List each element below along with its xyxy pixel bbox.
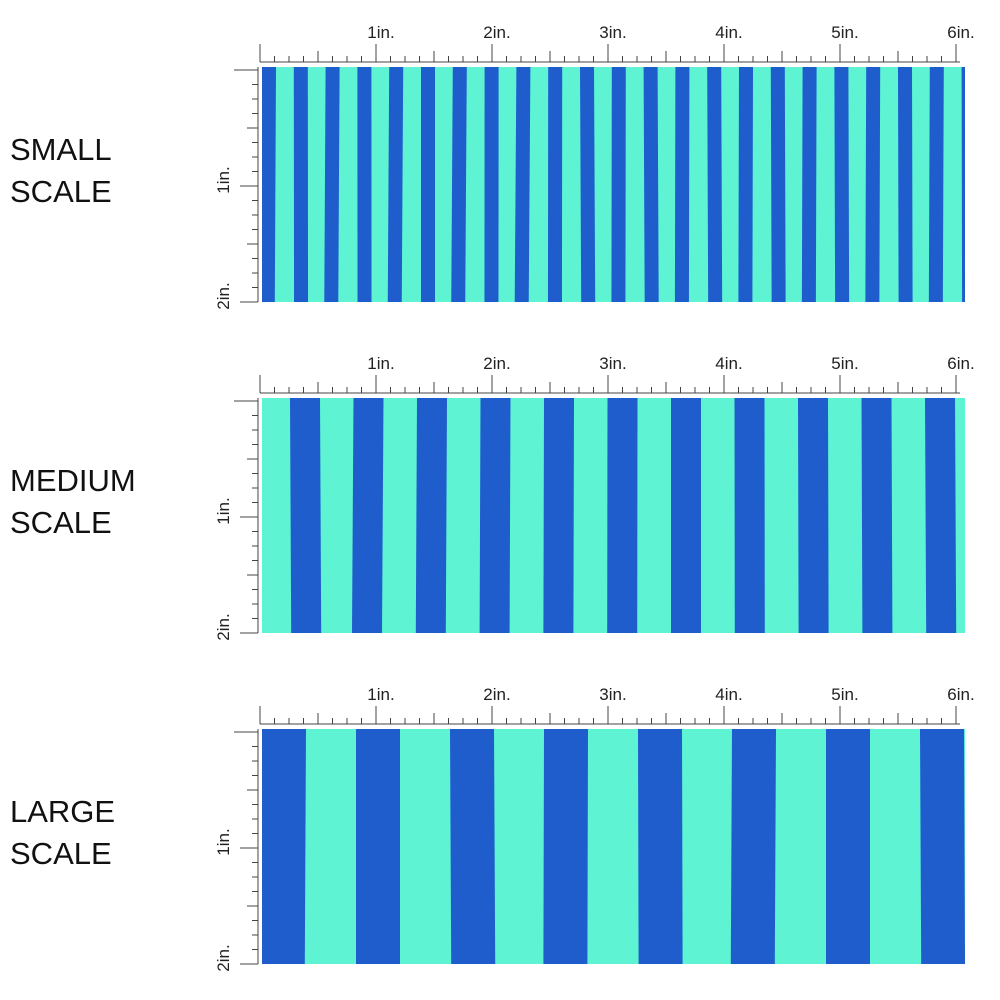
stripe xyxy=(674,67,690,302)
ruler-label: 3in. xyxy=(599,685,626,704)
stripe xyxy=(324,67,340,302)
ruler-label: 5in. xyxy=(831,685,858,704)
ruler-label: 5in. xyxy=(831,354,858,373)
stripe xyxy=(450,729,496,964)
stripe xyxy=(421,67,435,302)
ruler-label: 5in. xyxy=(831,23,858,42)
stripe xyxy=(865,67,881,302)
scale-panel: SMALL SCALE 1in. 2in. 3in. 4in. 5in. 6in. 1in. 2i… xyxy=(10,23,975,310)
stripe xyxy=(638,729,683,964)
stripe xyxy=(826,729,870,964)
stripe xyxy=(611,67,626,302)
stripe xyxy=(898,67,913,302)
stripe xyxy=(352,398,384,633)
stripe xyxy=(738,67,753,302)
stripe xyxy=(479,398,511,633)
stripe xyxy=(798,398,829,633)
scale-panel: MEDIUM SCALE 1in. 2in. 3in. 4in. 5in. 6in. 1in. 2… xyxy=(10,354,975,641)
ruler-label: 2in. xyxy=(483,685,510,704)
stripe xyxy=(961,67,965,302)
stripe xyxy=(514,67,531,302)
ruler-label: 2in. xyxy=(483,23,510,42)
stripe xyxy=(730,729,776,964)
ruler-label: 2in. xyxy=(214,613,233,640)
scale-label: LARGE xyxy=(10,794,115,829)
stripe xyxy=(834,67,850,302)
ruler-label: 6in. xyxy=(947,685,974,704)
scale-label: MEDIUM xyxy=(10,463,136,498)
stripe xyxy=(451,67,467,302)
stripe xyxy=(357,67,372,302)
ruler-label: 1in. xyxy=(214,166,233,193)
ruler-label: 1in. xyxy=(367,354,394,373)
scale-label: SMALL xyxy=(10,132,112,167)
ruler-label: 4in. xyxy=(715,23,742,42)
ruler-label: 1in. xyxy=(214,497,233,524)
ruler-label: 1in. xyxy=(214,828,233,855)
stripe xyxy=(920,729,965,964)
stripe xyxy=(928,67,944,302)
stripe xyxy=(801,67,817,302)
stripe xyxy=(770,67,786,302)
stripe xyxy=(707,67,723,302)
ruler-label: 1in. xyxy=(367,685,394,704)
stripe xyxy=(262,67,276,302)
ruler-label: 2in. xyxy=(483,354,510,373)
scale-label: SCALE xyxy=(10,505,112,540)
ruler-label: 6in. xyxy=(947,23,974,42)
ruler-label: 1in. xyxy=(367,23,394,42)
stripe xyxy=(643,67,659,302)
stripe xyxy=(671,398,701,633)
ruler-label: 3in. xyxy=(599,23,626,42)
stripe xyxy=(262,729,306,964)
scale-panel: LARGE SCALE 1in. 2in. 3in. 4in. 5in. 6in. 1in. 2i… xyxy=(10,685,975,972)
stripe xyxy=(861,398,893,633)
stripe xyxy=(607,398,638,633)
scale-label: SCALE xyxy=(10,174,112,209)
stripe xyxy=(543,398,574,633)
ruler-label: 2in. xyxy=(214,282,233,309)
stripe xyxy=(356,729,400,964)
scale-label: SCALE xyxy=(10,836,112,871)
ruler-label: 4in. xyxy=(715,685,742,704)
stripe xyxy=(415,398,447,633)
stripe xyxy=(293,67,309,302)
ruler-label: 2in. xyxy=(214,944,233,971)
stripe xyxy=(734,398,765,633)
stripe xyxy=(580,67,596,302)
stripe xyxy=(290,398,322,633)
ruler-label: 4in. xyxy=(715,354,742,373)
stripe xyxy=(925,398,957,633)
stripe xyxy=(547,67,563,302)
stripe xyxy=(484,67,499,302)
stripe xyxy=(543,729,588,964)
ruler-label: 6in. xyxy=(947,354,974,373)
ruler-label: 3in. xyxy=(599,354,626,373)
stripe xyxy=(387,67,404,302)
